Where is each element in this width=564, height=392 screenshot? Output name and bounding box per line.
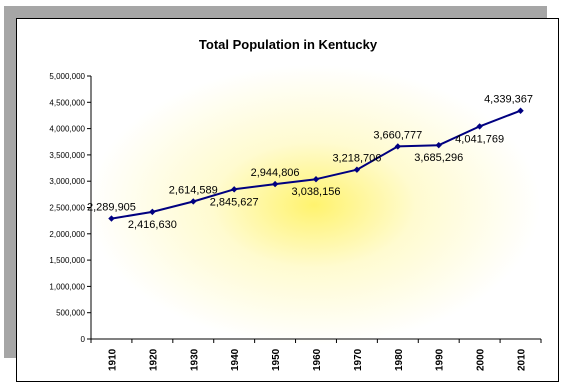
x-tick-label: 1990 xyxy=(435,348,446,371)
data-label: 4,339,367 xyxy=(484,94,533,106)
data-label: 2,944,806 xyxy=(251,167,300,179)
data-point-marker xyxy=(394,143,402,150)
x-tick-label: 2000 xyxy=(476,348,487,371)
y-tick-label: 3,000,000 xyxy=(49,177,85,186)
y-tick-label: 4,000,000 xyxy=(49,125,85,134)
data-label: 3,218,706 xyxy=(332,153,381,165)
data-label: 3,660,777 xyxy=(373,129,422,141)
y-tick-label: 1,500,000 xyxy=(49,256,85,265)
data-point-marker xyxy=(353,166,361,173)
series-population xyxy=(108,107,524,222)
y-tick-label: 2,000,000 xyxy=(49,230,85,239)
data-point-marker xyxy=(149,208,156,216)
x-tick-label: 1950 xyxy=(271,348,282,371)
x-tick-label: 2010 xyxy=(517,348,528,371)
plot-area-background xyxy=(88,65,540,345)
data-label: 3,685,296 xyxy=(414,152,463,164)
x-tick-label: 1910 xyxy=(107,348,118,371)
data-label: 4,041,769 xyxy=(455,133,504,145)
data-point-marker xyxy=(108,215,115,222)
data-point-marker xyxy=(271,180,279,188)
data-label: 2,845,627 xyxy=(210,196,259,208)
y-tick-label: 2,500,000 xyxy=(49,204,85,213)
x-tick-label: 1970 xyxy=(353,348,364,371)
y-tick-label: 1,000,000 xyxy=(49,282,85,291)
y-tick-label: 0 xyxy=(81,335,86,344)
chart-title: Total Population in Kentucky xyxy=(199,37,378,52)
data-point-marker xyxy=(517,107,524,114)
data-label: 3,038,156 xyxy=(292,186,341,198)
x-tick-label: 1930 xyxy=(189,348,200,371)
x-tick-label: 1920 xyxy=(148,348,159,371)
y-tick-label: 500,000 xyxy=(56,309,85,318)
data-point-marker xyxy=(312,175,320,183)
data-label: 2,614,589 xyxy=(169,184,218,196)
x-tick-label: 1960 xyxy=(312,348,323,371)
y-tick-label: 5,000,000 xyxy=(49,72,85,81)
x-axis-ticks: 1910 1920 1930 1940 1950 1960 1970 1980 1990 2000… xyxy=(90,339,542,371)
data-label: 2,289,905 xyxy=(87,202,136,214)
x-tick-label: 1980 xyxy=(394,348,405,371)
x-tick-label: 1940 xyxy=(230,348,241,371)
data-point-marker xyxy=(190,198,197,205)
y-tick-label: 3,500,000 xyxy=(49,151,85,160)
data-label: 2,416,630 xyxy=(128,219,177,231)
data-point-marker xyxy=(230,186,238,193)
data-point-marker xyxy=(476,123,483,130)
data-point-marker xyxy=(435,141,442,149)
y-axis-ticks: 0 500,000 1,000,000 1,500,000 2,000,000 2,500… xyxy=(49,72,91,344)
y-tick-label: 4,500,000 xyxy=(49,98,85,107)
